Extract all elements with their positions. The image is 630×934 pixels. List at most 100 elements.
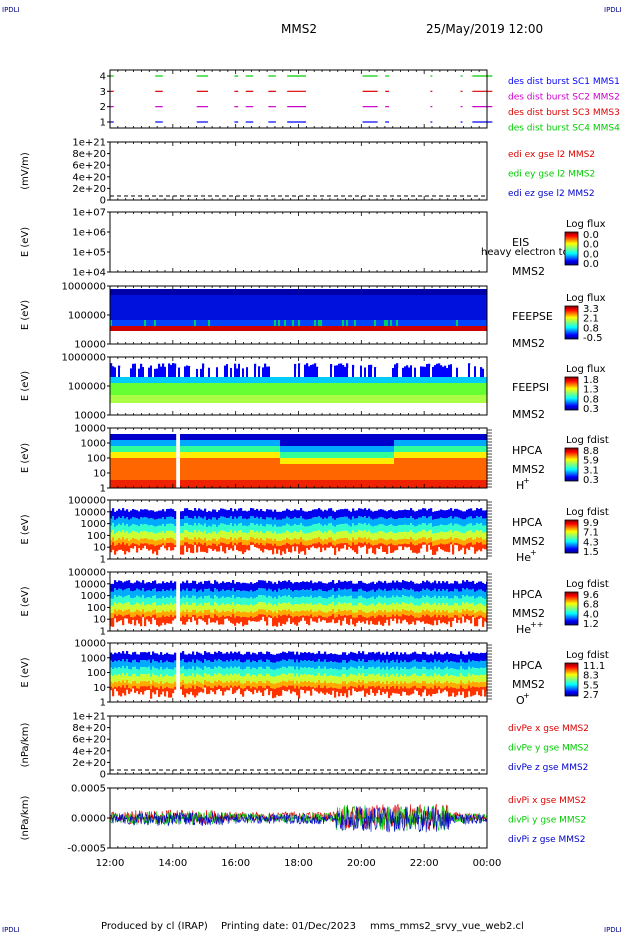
spectrogram-cell (210, 395, 213, 403)
spectrogram-cell (356, 295, 359, 324)
spectrogram-cell (226, 434, 229, 440)
spectrogram-cell (142, 326, 145, 331)
spectrogram-cell (478, 458, 481, 480)
spectrogram-cell (350, 545, 353, 549)
spectrogram-cell (312, 434, 315, 446)
spectrogram-cell (162, 509, 165, 518)
spectrogram-cell (338, 446, 341, 452)
spectrogram-cell (426, 363, 429, 377)
spectrogram-cell (324, 517, 327, 525)
spectrogram-cell (336, 383, 339, 395)
spectrogram-cell (452, 544, 455, 555)
spectrogram-cell (160, 320, 163, 326)
spectrogram-cell (456, 289, 459, 295)
spectrogram-cell (154, 320, 157, 326)
spectrogram-cell (442, 518, 445, 526)
spectrogram-cell (348, 289, 351, 295)
spectrogram-cell (172, 383, 175, 395)
spectrogram-cell (480, 383, 483, 395)
spectrogram-cell (206, 383, 209, 395)
spectrogram-cell (134, 543, 137, 547)
spectrogram-cell (160, 591, 163, 599)
spectrogram-cell (474, 518, 477, 526)
spectrogram-cell (454, 366, 457, 377)
spectrogram-cell (192, 510, 195, 519)
spectrogram-cell (122, 446, 125, 452)
spectrogram-cell (220, 523, 223, 531)
spectrogram-cell (142, 524, 145, 532)
spectrogram-cell (236, 320, 239, 326)
spectrogram-cell (296, 525, 299, 533)
spectrogram-cell (418, 383, 421, 395)
spectrogram-cell (246, 452, 249, 458)
spectrogram-cell (198, 590, 201, 598)
spectrogram-cell (264, 395, 267, 403)
spectrogram-cell (204, 377, 207, 383)
spectrogram-cell (244, 510, 247, 519)
spectrogram-cell (218, 326, 221, 331)
spectrogram-cell (170, 614, 173, 624)
spectrogram-cell (210, 434, 213, 440)
spectrogram-cell (128, 366, 131, 377)
spectrogram-cell (174, 603, 177, 611)
spectrogram-cell (374, 367, 377, 377)
spectrogram-cell (170, 580, 173, 589)
spectrogram-cell (112, 598, 115, 606)
spectrogram-cell (174, 589, 177, 597)
spectrogram-cell (126, 326, 129, 331)
spectrogram-cell (200, 368, 203, 377)
spectrogram-cell (174, 540, 177, 546)
spectrogram-cell (468, 295, 471, 324)
spectrogram-cell (116, 446, 119, 452)
spectrogram-cell (278, 480, 281, 488)
spectrogram-cell (320, 538, 323, 544)
spectrogram-cell (464, 440, 467, 446)
spectrogram-cell (322, 511, 325, 520)
spectrogram-cell (418, 326, 421, 331)
spectrogram-cell (468, 446, 471, 452)
spectrogram-cell (434, 480, 437, 488)
spectrogram-cell (172, 434, 175, 440)
spectrogram-cell (446, 326, 449, 331)
spectrogram-cell (128, 320, 131, 326)
spectrogram-cell (358, 480, 361, 488)
spectrogram-cell (150, 604, 153, 612)
y-tick-label: 1 (100, 118, 106, 129)
spectrogram-cell (152, 581, 155, 590)
spectrogram-cell (294, 320, 297, 326)
spectrogram-cell (410, 537, 413, 543)
spectrogram-cell (304, 295, 307, 324)
spectrogram-cell (352, 542, 355, 551)
spectrogram-cell (312, 320, 315, 326)
spectrogram-cell (166, 508, 169, 517)
spectrogram-cell (334, 446, 337, 452)
spectrogram-cell (422, 542, 425, 545)
spectrogram-cell (252, 320, 255, 326)
spectrogram-cell (116, 452, 119, 458)
spectrogram-cell (210, 458, 213, 480)
spectrogram-cell (186, 609, 189, 615)
spectrogram-cell (270, 543, 273, 551)
spectrogram-cell (216, 395, 219, 403)
spectrogram-cell (244, 395, 247, 403)
spectrogram-cell (350, 464, 353, 480)
spectrogram-cell (184, 582, 187, 591)
spectrogram-cell (462, 540, 465, 546)
spectrogram-cell (438, 363, 441, 377)
spectrogram-cell (288, 509, 291, 518)
spectrogram-cell (132, 363, 135, 377)
spectrogram-cell (150, 611, 153, 617)
spectrogram-cell (300, 446, 303, 452)
spectrogram-cell (368, 537, 371, 543)
spectrogram-cell (196, 532, 199, 540)
spectrogram-cell (450, 452, 453, 458)
spectrogram-cell (264, 326, 267, 331)
spectrogram-cell (204, 480, 207, 488)
spectrogram-cell (330, 452, 333, 458)
spectrogram-cell (168, 530, 171, 538)
spectrogram-cell (438, 377, 441, 383)
spectrogram-cell (208, 480, 211, 488)
y-tick-label: 100000 (68, 382, 106, 393)
spectrogram-cell (194, 295, 197, 324)
